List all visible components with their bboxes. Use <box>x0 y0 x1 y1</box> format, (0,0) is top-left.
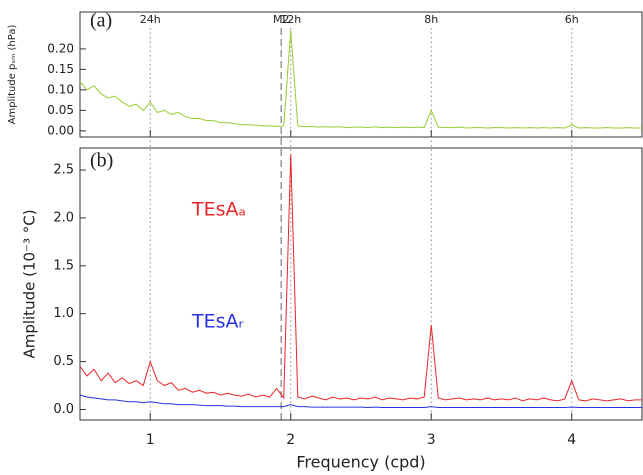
plot-frame <box>79 11 643 138</box>
spectrum-line <box>79 30 642 129</box>
reference-label: 8h <box>424 13 438 26</box>
x-tick-label: 3 <box>427 432 436 448</box>
reference-label: 24h <box>140 13 161 26</box>
reference-label: 6h <box>565 13 579 26</box>
reference-label: 12h <box>280 13 301 26</box>
x-tick-label: 1 <box>146 432 155 448</box>
y-tick-label: 0.20 <box>47 41 74 55</box>
y-tick-label: 0.00 <box>47 123 74 137</box>
series-label: TEsAᵣ <box>191 311 244 333</box>
y-tick-label: 0.5 <box>53 354 74 369</box>
y-tick-label: 1.5 <box>53 258 74 273</box>
y-tick-label: 0.05 <box>47 103 74 117</box>
y-axis-title: Amplitude pₛₘ (hPa) <box>7 25 18 125</box>
y-tick-label: 0.10 <box>47 82 74 96</box>
series-label: TEsAₐ <box>191 199 246 221</box>
plot-frame <box>79 147 643 421</box>
panel-label: (a) <box>90 10 112 32</box>
y-tick-label: 2.5 <box>53 163 74 178</box>
spectrum-line <box>79 394 642 409</box>
y-tick-label: 0.0 <box>53 402 74 417</box>
y-tick-label: 0.15 <box>47 62 74 76</box>
panel-label: (b) <box>90 150 113 172</box>
y-axis-title: Amplitude (10⁻³ °C) <box>21 209 39 358</box>
y-tick-label: 1.0 <box>53 306 74 321</box>
spectrum-line <box>79 154 642 402</box>
x-tick-label: 2 <box>286 432 295 448</box>
x-axis-title: Frequency (cpd) <box>296 453 425 472</box>
x-tick-label: 4 <box>567 432 576 448</box>
reference-label: M2 <box>273 13 290 26</box>
y-tick-label: 2.0 <box>53 210 74 225</box>
